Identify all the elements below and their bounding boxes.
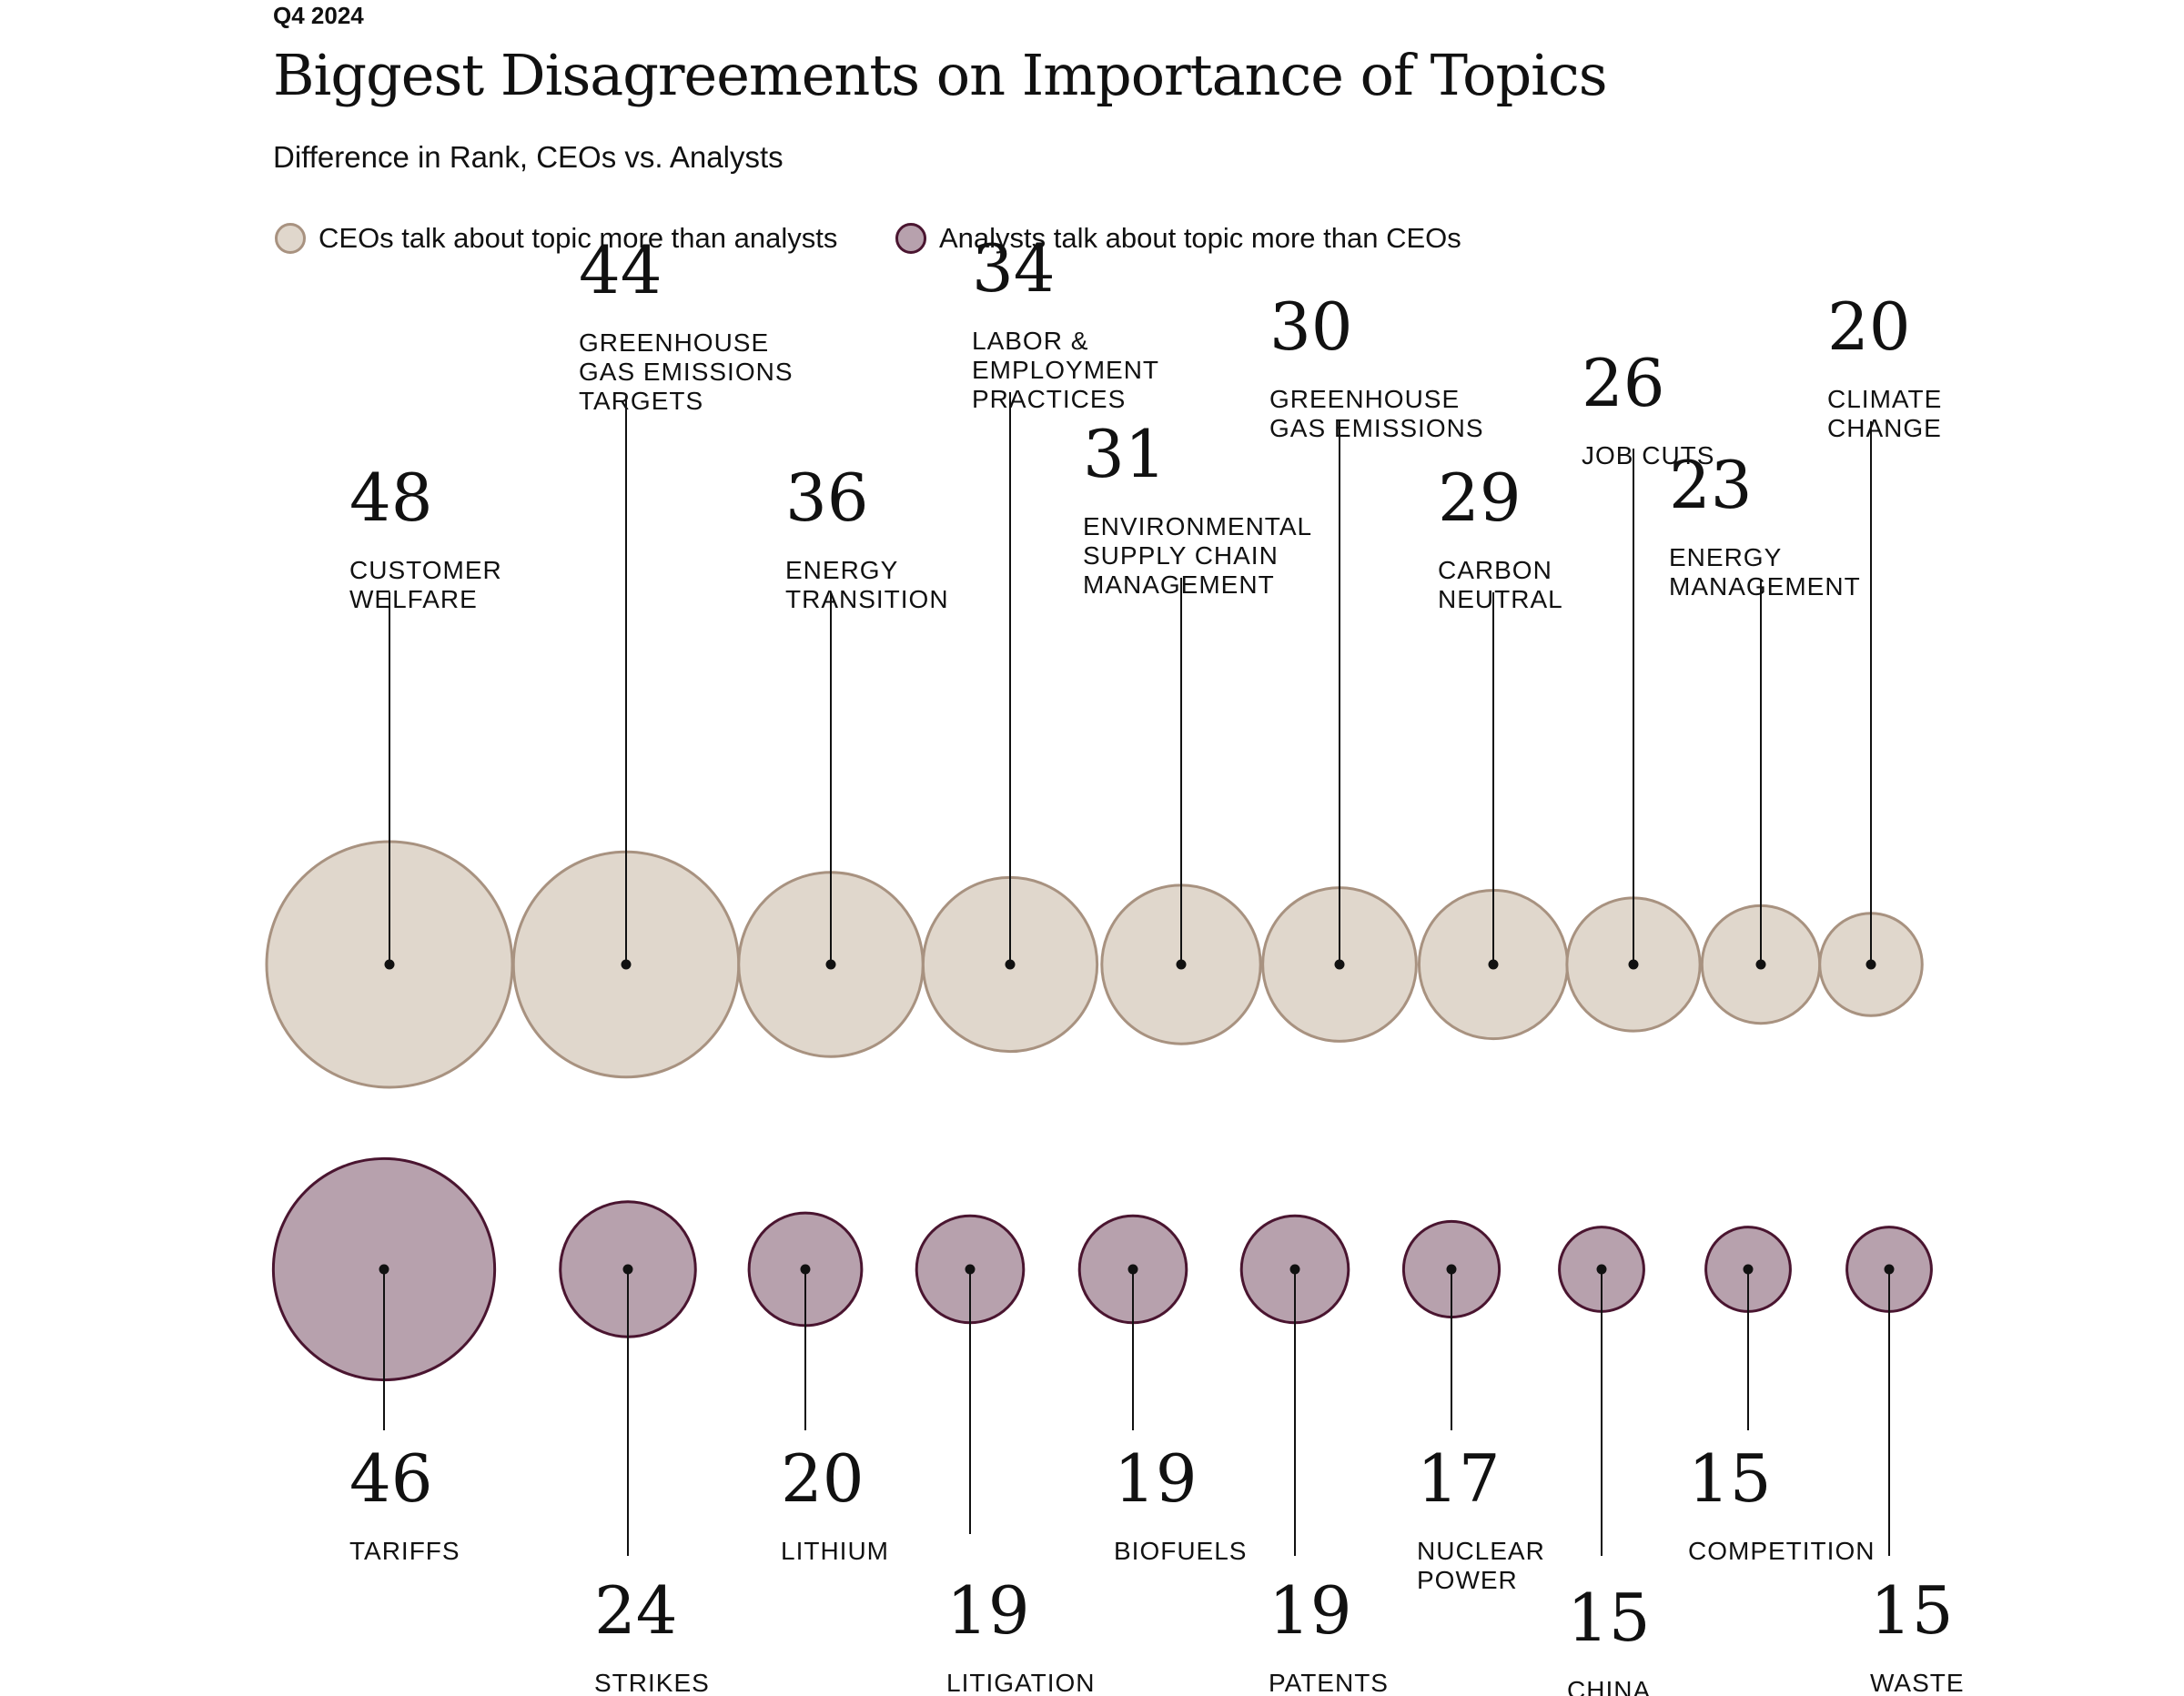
analyst-litigation-value: 19 (946, 1572, 1030, 1649)
ceo-greenhouse-gas-emissions-label: GREENHOUSE (1269, 385, 1460, 413)
analyst-litigation-dot (965, 1264, 976, 1275)
ceo-energy-transition-value: 36 (785, 459, 869, 536)
ceo-energy-transition-label: ENERGY (785, 556, 898, 584)
analyst-nuclear-power-label: NUCLEAR (1417, 1537, 1545, 1565)
ceo-carbon-neutral-value: 29 (1438, 459, 1522, 536)
ceo-customer-welfare-label: WELFARE (349, 585, 478, 613)
analyst-waste-management-dot (1884, 1264, 1895, 1275)
ceo-energy-management-dot (1755, 959, 1766, 970)
ceo-customer-welfare-value: 48 (349, 459, 433, 536)
ceo-environmental-supply-chain-management-label: SUPPLY CHAIN (1083, 541, 1279, 570)
ceo-labor-employment-practices-dot (1005, 959, 1016, 970)
analyst-china-label: CHINA (1567, 1676, 1651, 1696)
analyst-lithium-value: 20 (781, 1440, 864, 1517)
ceo-greenhouse-gas-emissions-targets-dot (621, 959, 632, 970)
ceo-job-cuts-value: 26 (1582, 345, 1665, 421)
ceo-climate-change-label: CLIMATE (1827, 385, 1942, 413)
ceo-greenhouse-gas-emissions-targets-label: GAS EMISSIONS (579, 358, 794, 386)
analyst-competition-dot (1743, 1264, 1754, 1275)
analyst-patents-label: PATENTS (1269, 1669, 1389, 1696)
analyst-biofuels-dot (1127, 1264, 1138, 1275)
chart-title: Biggest Disagreements on Importance of T… (273, 42, 1608, 108)
ceo-greenhouse-gas-emissions-targets-value: 44 (579, 232, 662, 308)
analyst-tariffs-value: 46 (349, 1440, 433, 1517)
ceo-carbon-neutral-label: CARBON (1438, 556, 1552, 584)
ceo-energy-transition-dot (825, 959, 836, 970)
analyst-china-value: 15 (1567, 1580, 1651, 1656)
ceo-customer-welfare-label: CUSTOMER (349, 556, 502, 584)
ceo-labor-employment-practices-label: PRACTICES (972, 385, 1126, 413)
analyst-patents-value: 19 (1269, 1572, 1352, 1649)
ceo-job-cuts-label: JOB CUTS (1582, 441, 1714, 469)
ceo-energy-management-label: ENERGY (1669, 543, 1782, 571)
analyst-waste-management-label: WASTE (1870, 1669, 1965, 1696)
legend-label-analysts: Analysts talk about topic more than CEOs (939, 222, 1461, 254)
ceo-environmental-supply-chain-management-label: ENVIRONMENTAL (1083, 512, 1312, 540)
analyst-waste-management-value: 15 (1870, 1572, 1954, 1649)
ceo-greenhouse-gas-emissions-dot (1334, 959, 1345, 970)
chart-subtitle: Difference in Rank, CEOs vs. Analysts (273, 140, 784, 174)
ceo-customer-welfare-dot (384, 959, 395, 970)
ceo-job-cuts-dot (1628, 959, 1639, 970)
analyst-nuclear-power-value: 17 (1417, 1440, 1501, 1517)
legend-swatch-analysts (895, 223, 926, 254)
ceo-greenhouse-gas-emissions-targets-label: GREENHOUSE (579, 328, 769, 357)
ceo-labor-employment-practices-value: 34 (972, 230, 1056, 307)
ceo-climate-change-label: CHANGE (1827, 414, 1942, 442)
analyst-nuclear-power-label: POWER (1417, 1566, 1518, 1594)
ceo-carbon-neutral-label: NEUTRAL (1438, 585, 1563, 613)
ceo-environmental-supply-chain-management-value: 31 (1083, 416, 1167, 492)
analyst-biofuels-value: 19 (1114, 1440, 1198, 1517)
ceo-greenhouse-gas-emissions-targets-label: TARGETS (579, 387, 703, 415)
ceo-energy-management-label: MANAGEMENT (1669, 572, 1861, 601)
ceo-greenhouse-gas-emissions-value: 30 (1269, 288, 1353, 365)
ceo-labor-employment-practices-label: LABOR & (972, 327, 1088, 355)
ceo-environmental-supply-chain-management-label: MANAGEMENT (1083, 570, 1275, 599)
legend-swatch-ceos (275, 223, 306, 254)
period-label: Q4 2024 (273, 2, 364, 29)
analyst-litigation-label: LITIGATION (946, 1669, 1096, 1696)
analyst-lithium-dot (800, 1264, 811, 1275)
analyst-tariffs-dot (379, 1264, 389, 1275)
legend-item-ceos: CEOs talk about topic more than analysts (275, 220, 837, 257)
legend-label-ceos: CEOs talk about topic more than analysts (318, 222, 838, 254)
ceo-labor-employment-practices-label: EMPLOYMENT (972, 356, 1159, 384)
analyst-strikes-value: 24 (594, 1572, 678, 1649)
analyst-competition-label: COMPETITION (1688, 1537, 1875, 1565)
analyst-tariffs-label: TARIFFS (349, 1537, 460, 1565)
analyst-patents-dot (1289, 1264, 1300, 1275)
ceo-energy-management-value: 23 (1669, 447, 1753, 523)
legend-item-analysts: Analysts talk about topic more than CEOs (895, 220, 1461, 257)
ceo-climate-change-dot (1866, 959, 1876, 970)
analyst-nuclear-power-dot (1446, 1264, 1457, 1275)
ceo-environmental-supply-chain-management-dot (1176, 959, 1187, 970)
analyst-strikes-label: STRIKES (594, 1669, 710, 1696)
analyst-strikes-dot (622, 1264, 633, 1275)
ceo-greenhouse-gas-emissions-label: GAS EMISSIONS (1269, 414, 1484, 442)
ceo-energy-transition-label: TRANSITION (785, 585, 949, 613)
analyst-china-dot (1596, 1264, 1607, 1275)
analyst-competition-value: 15 (1688, 1440, 1772, 1517)
analyst-biofuels-label: BIOFUELS (1114, 1537, 1247, 1565)
ceo-climate-change-value: 20 (1827, 288, 1911, 365)
ceo-carbon-neutral-dot (1488, 959, 1499, 970)
analyst-lithium-label: LITHIUM (781, 1537, 889, 1565)
